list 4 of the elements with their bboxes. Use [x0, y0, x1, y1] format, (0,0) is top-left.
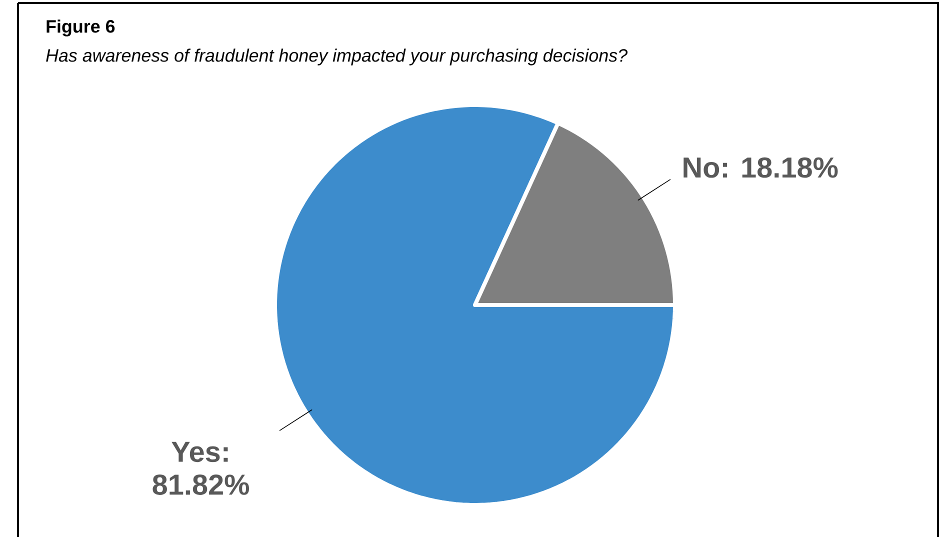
chart-title: Figure 6 — [46, 20, 115, 36]
data-label: Yes: 81.82% — [152, 442, 250, 495]
chart-subtitle: Has awareness of fraudulent honey impacted your purchasing decisions? — [46, 48, 628, 66]
data-label: No: 18.18% — [684, 157, 838, 178]
